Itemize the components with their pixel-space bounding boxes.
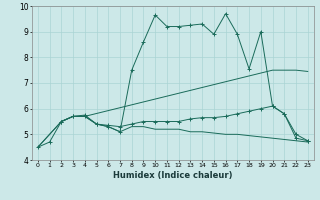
X-axis label: Humidex (Indice chaleur): Humidex (Indice chaleur) xyxy=(113,171,233,180)
